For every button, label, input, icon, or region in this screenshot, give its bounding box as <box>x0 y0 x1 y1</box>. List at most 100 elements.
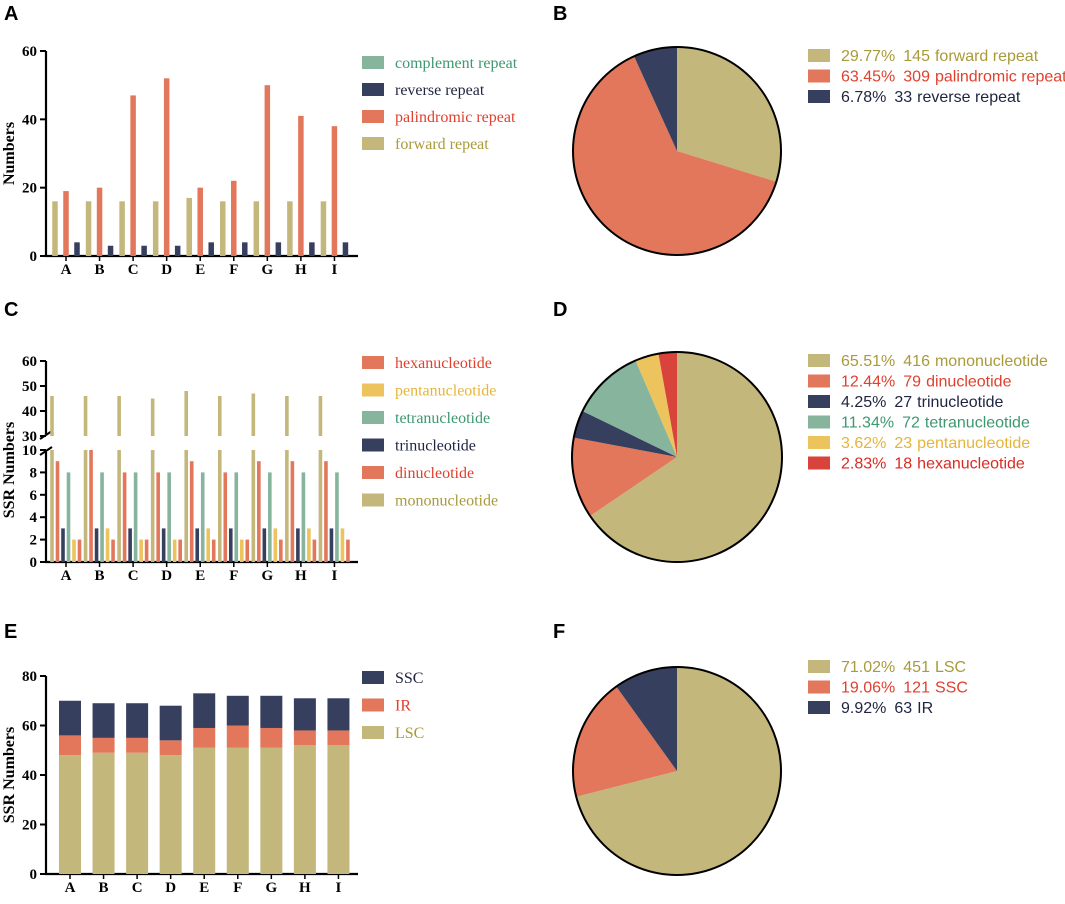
panelC-bar-tetranucleotide <box>66 472 71 562</box>
panelB-legend-swatch <box>808 69 830 83</box>
pie-legend-count: 145 <box>903 48 930 65</box>
panelA-bar-palindromic-repeat <box>96 187 103 256</box>
pie-legend-pct: 2.83% <box>841 456 886 473</box>
panelD-pie-slice-trinucleotide <box>573 411 677 457</box>
pie-legend-name: hexanucleotide <box>917 456 1025 473</box>
panelE-bar-SSC <box>126 703 149 738</box>
panelC-bar-hexanucleotide <box>346 539 350 562</box>
panelF-pie-slice-IR <box>616 667 677 771</box>
panelA-bar-reverse-repeat <box>242 242 248 256</box>
panelA-xtick-label: H <box>295 262 307 278</box>
panelE-legend-swatch <box>362 726 384 739</box>
panelC-bar-mononucleotide <box>318 396 323 436</box>
panelC-bar-hexanucleotide <box>178 539 182 562</box>
panelD-legend-label: 2.83% 18 hexanucleotide <box>841 456 1025 473</box>
panelE-bar-IR <box>59 735 81 756</box>
panelC-xtick-label: B <box>95 568 105 584</box>
panelC-bar-mononucleotide <box>285 396 289 436</box>
panelC-legend-swatch <box>362 438 384 452</box>
panelC-bar-mononucleotide <box>251 393 256 436</box>
panelF-legend-swatch <box>808 701 830 714</box>
panelC-legend-swatch <box>362 356 384 369</box>
panelC-bar-tetranucleotide <box>335 472 339 562</box>
panelC-bar-trinucleotide <box>161 528 166 562</box>
panel-label-C: C <box>4 299 18 321</box>
pie-legend-count: 18 <box>894 456 912 473</box>
panelE-legend-swatch <box>362 698 384 712</box>
panelC-bar-tetranucleotide <box>167 472 171 562</box>
panelE-bar-IR <box>260 727 283 748</box>
panelC-bar-mononucleotide <box>117 396 121 436</box>
panelE-bar-IR <box>92 737 115 753</box>
panelC-bar-trinucleotide <box>262 528 267 562</box>
panelC-xtick-label: A <box>61 568 72 584</box>
panelE-bar-LSC <box>126 752 149 874</box>
panelC-ytick-label: 10 <box>22 443 37 459</box>
panelE-bar-LSC <box>92 752 115 874</box>
panelA-legend-swatch <box>362 110 384 123</box>
panelC-bar-mononucleotide <box>184 450 189 562</box>
panelA-xtick-label: E <box>195 262 205 278</box>
panelC-bar-trinucleotide <box>329 528 334 562</box>
panelC-xtick-label: I <box>332 568 338 584</box>
panelE-bar-IR <box>126 737 149 753</box>
panelA-bar-forward-repeat <box>320 201 327 256</box>
panelD-pie-slice-hexanucleotide <box>658 352 677 457</box>
pie-legend-pct: 71.02% <box>841 659 895 676</box>
pie-legend-name: tetranucleotide <box>925 415 1030 432</box>
panelD-legend-label: 11.34% 72 tetranucleotide <box>841 415 1030 432</box>
panelA-ytick-label: 40 <box>22 112 37 128</box>
panelA-bar-reverse-repeat <box>74 242 80 256</box>
panelC-xtick-label: G <box>261 568 273 584</box>
panelC-ytick-label: 30 <box>22 429 37 445</box>
panelF-pie-slice-SSC <box>573 686 677 797</box>
panelC-bar-mononucleotide <box>150 450 155 562</box>
panelA-legend-swatch <box>362 137 384 150</box>
panelA-bar-reverse-repeat <box>275 242 282 256</box>
panelC-bar-hexanucleotide <box>312 539 317 562</box>
panelC-bar-trinucleotide <box>195 528 200 562</box>
panelC-bar-hexanucleotide <box>144 539 149 562</box>
panelC-bar-trinucleotide <box>128 528 132 562</box>
panelC-bar-pentanucleotide <box>340 528 345 562</box>
pie-legend-pct: 11.34% <box>841 415 894 432</box>
panelC-bar-hexanucleotide <box>279 539 283 562</box>
pie-legend-pct: 63.45% <box>841 69 895 86</box>
panelE-bar-IR <box>327 730 350 746</box>
panelA-xtick-label: I <box>332 262 338 278</box>
panelA-legend-label: forward repeat <box>395 136 489 153</box>
panelC-bar-pentanucleotide <box>239 539 244 562</box>
panelD-legend-swatch <box>808 436 830 449</box>
pie-legend-pct: 65.51% <box>841 353 895 370</box>
panelC-bar-pentanucleotide <box>206 528 211 562</box>
pie-legend-count: 63 <box>894 700 912 717</box>
panelE-legend-label: LSC <box>395 725 424 742</box>
panelC-bar-trinucleotide <box>94 528 99 562</box>
panelE-bar-LSC <box>193 747 216 874</box>
panelC-bar-dinucleotide <box>189 461 194 562</box>
panel-label-F: F <box>553 621 565 643</box>
panelE-legend-label: IR <box>395 698 411 715</box>
panelE-bar-LSC <box>159 755 182 874</box>
panelA-bar-palindromic-repeat <box>197 187 203 256</box>
panelE-xtick-label: D <box>165 880 176 896</box>
panelB-pie-slice-forward-repeat <box>677 47 782 182</box>
pie-legend-count: 79 <box>903 374 921 391</box>
panelD-legend-swatch <box>808 395 830 408</box>
panelE-xtick-label: G <box>265 880 277 896</box>
panelB-legend-swatch <box>808 90 830 103</box>
panelC-ytick-label: 50 <box>22 379 37 395</box>
panelD-legend-label: 65.51% 416 mononucleotide <box>841 353 1048 370</box>
panelC-legend-label: dinucleotide <box>395 465 474 482</box>
panelA-ytick-label: 20 <box>22 181 37 197</box>
panelC-bar-pentanucleotide <box>172 539 177 562</box>
panelC-ytick-label: 2 <box>30 533 38 549</box>
pie-legend-count: 23 <box>894 435 912 452</box>
panelA-legend-label: complement repeat <box>395 55 518 72</box>
panelA-bar-forward-repeat <box>287 201 293 256</box>
pie-legend-pct: 12.44% <box>841 374 895 391</box>
panelA-bar-reverse-repeat <box>309 242 315 256</box>
panelA-bar-palindromic-repeat <box>163 78 170 256</box>
panelC-bar-tetranucleotide <box>133 472 138 562</box>
panelC-bar-trinucleotide <box>228 528 233 562</box>
